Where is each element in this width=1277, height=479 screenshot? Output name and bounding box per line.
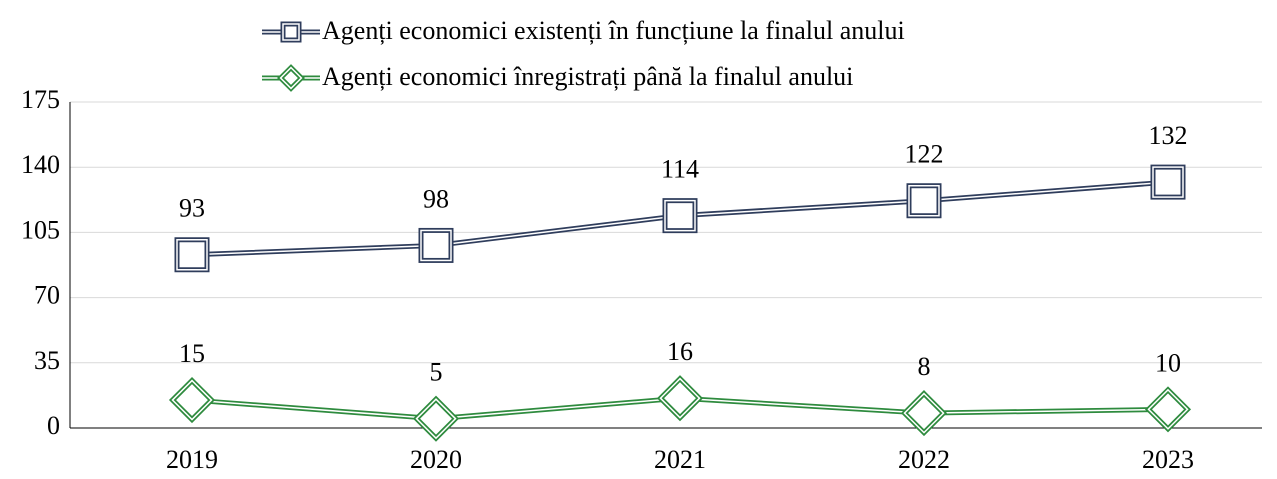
legend-marker [282, 23, 300, 41]
point-marker [908, 184, 940, 217]
point-marker [171, 379, 213, 421]
y-tick-label: 70 [34, 281, 60, 310]
point-marker [1150, 164, 1186, 200]
y-tick-label: 0 [47, 411, 60, 440]
data-label: 10 [1155, 348, 1181, 377]
y-tick-label: 35 [34, 346, 60, 375]
point-marker [176, 239, 208, 271]
point-marker [664, 199, 696, 232]
data-label: 122 [905, 140, 944, 169]
point-marker [662, 198, 698, 234]
data-label: 93 [179, 194, 205, 223]
point-marker [420, 229, 452, 262]
data-label: 16 [667, 337, 693, 366]
data-label: 5 [430, 358, 443, 387]
x-tick-label: 2021 [654, 445, 706, 474]
point-marker [174, 237, 210, 273]
point-marker [659, 377, 701, 419]
x-tick-label: 2023 [1142, 445, 1194, 474]
x-tick-label: 2020 [410, 445, 462, 474]
point-marker [1152, 166, 1184, 198]
legend-label: Agenți economici existenți în funcțiune … [322, 16, 905, 45]
x-tick-label: 2022 [898, 445, 950, 474]
point-marker [656, 375, 704, 422]
data-label: 8 [918, 352, 931, 381]
data-label: 114 [661, 155, 699, 184]
point-marker [900, 390, 948, 437]
point-marker [1144, 386, 1192, 433]
point-marker [415, 398, 457, 440]
point-marker [1147, 388, 1189, 430]
x-tick-label: 2019 [166, 445, 218, 474]
legend-marker [279, 66, 303, 90]
y-tick-label: 140 [21, 150, 60, 179]
y-tick-label: 175 [21, 85, 60, 114]
data-label: 15 [179, 339, 205, 368]
legend-marker [277, 64, 305, 92]
legend-marker [280, 21, 302, 43]
point-marker [412, 395, 460, 442]
point-marker [418, 227, 454, 263]
data-label: 98 [423, 184, 449, 213]
point-marker [168, 377, 216, 424]
y-tick-label: 105 [21, 215, 60, 244]
point-marker [906, 183, 942, 219]
point-marker [903, 392, 945, 434]
legend-label: Agenți economici înregistrați până la fi… [322, 62, 853, 91]
data-label: 132 [1149, 121, 1188, 150]
